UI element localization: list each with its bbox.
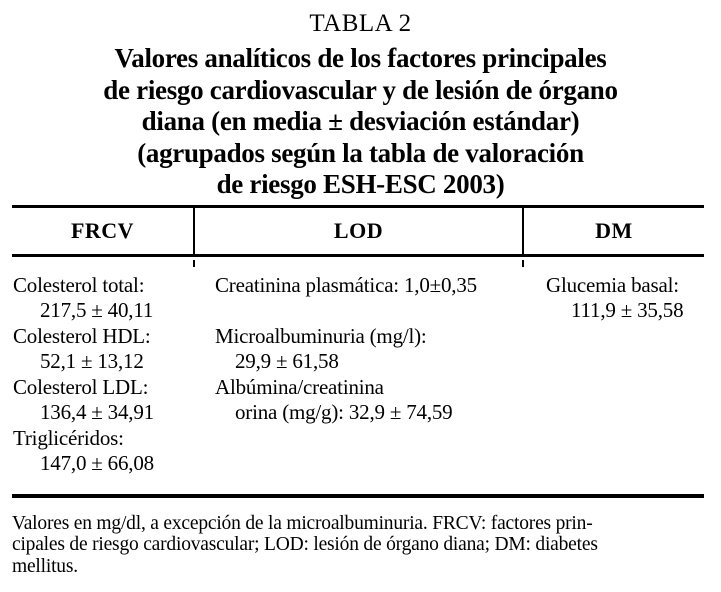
table-title-line-3: diana (en media ± desviación estándar) <box>141 106 580 136</box>
footnote-line-3: mellitus. <box>12 555 78 577</box>
footnote-line-2: cipales de riesgo cardiovascular; LOD: l… <box>12 534 598 555</box>
footnote-line-1: Valores en mg/dl, a excepción de la micr… <box>12 512 593 534</box>
dm-column: Glucemia basal: 111,9 ± 35,58 <box>524 273 704 477</box>
table-title-line-2: de riesgo cardiovascular y de lesión de … <box>103 74 618 105</box>
table-header-row: FRCV LOD DM <box>12 207 704 257</box>
table-body: Colesterol total: 217,5 ± 40,11 Colester… <box>12 257 704 494</box>
frcv-value: 217,5 ± 40,11 <box>40 298 154 322</box>
table-number: TABLA 2 <box>309 10 412 37</box>
column-divider <box>193 207 195 254</box>
column-divider-tail <box>522 259 524 267</box>
frcv-value: 147,0 ± 66,08 <box>40 451 154 475</box>
table-caption: TABLA 2 Valores analíticos de los factor… <box>0 0 721 201</box>
lod-line: Microalbuminuria (mg/l): <box>215 323 427 348</box>
lod-value: orina (mg/g): 32,9 ± 74,59 <box>235 400 453 424</box>
frcv-value: 136,4 ± 34,91 <box>40 400 154 424</box>
frcv-line: Colesterol total: <box>13 272 145 297</box>
table-title-line-5: de riesgo ESH-ESC 2003) <box>216 169 505 199</box>
table-title-line-1: Valores analíticos de los factores princ… <box>114 43 607 73</box>
data-table: FRCV LOD DM Colesterol total: 217,5 ± 40… <box>12 204 704 498</box>
column-divider-tail <box>193 259 195 267</box>
column-header-frcv: FRCV <box>70 217 135 243</box>
table-footnote: Valores en mg/dl, a excepción de la micr… <box>12 513 709 578</box>
lod-column: Creatinina plasmática: 1,0±0,35 Microalb… <box>195 273 524 477</box>
frcv-value: 52,1 ± 13,12 <box>40 349 144 373</box>
column-divider <box>522 207 524 254</box>
lod-line: Albúmina/creatinina <box>215 374 384 399</box>
lod-blank-line <box>215 298 524 324</box>
lod-line: Creatinina plasmática: 1,0±0,35 <box>215 272 477 297</box>
column-header-lod: LOD <box>333 217 384 243</box>
dm-value: 111,9 ± 35,58 <box>571 298 684 322</box>
lod-value: 29,9 ± 61,58 <box>235 349 339 373</box>
table-title-line-4: (agrupados según la tabla de valoración <box>137 137 584 168</box>
dm-line: Glucemia basal: <box>546 272 679 297</box>
column-header-dm: DM <box>595 217 633 243</box>
frcv-line: Colesterol LDL: <box>13 374 149 399</box>
table-title: Valores analíticos de los factores princ… <box>0 43 721 201</box>
frcv-line: Colesterol HDL: <box>13 323 151 348</box>
frcv-column: Colesterol total: 217,5 ± 40,11 Colester… <box>12 273 195 477</box>
frcv-line: Triglicéridos: <box>13 425 124 450</box>
